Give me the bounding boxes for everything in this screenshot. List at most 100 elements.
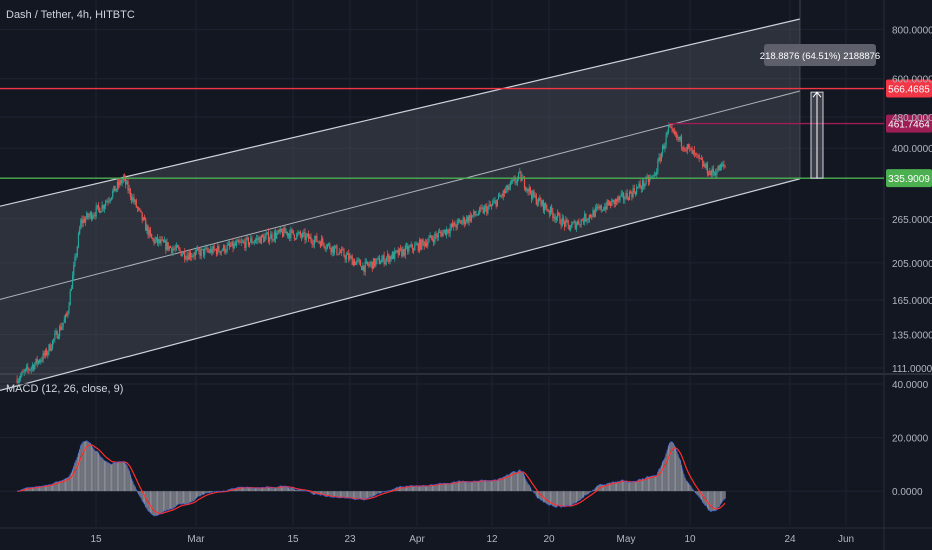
candle-body — [720, 164, 723, 167]
candle-body — [251, 238, 253, 244]
candle-body — [658, 157, 660, 161]
channel-lower-line — [0, 178, 801, 392]
candle-body — [366, 261, 369, 265]
candle-body — [447, 229, 449, 233]
candle-body — [358, 259, 360, 261]
candle-body — [486, 206, 488, 214]
candle-body — [324, 246, 326, 249]
candle-body — [121, 180, 123, 184]
candle-body — [451, 223, 454, 227]
price-tick-label: 480.0000 — [892, 113, 932, 124]
price-tick-label: 135.0000 — [892, 330, 932, 341]
candle-body — [179, 248, 181, 252]
candle-body — [667, 126, 670, 132]
candle-body — [435, 233, 437, 236]
candle-body — [188, 252, 190, 260]
candle-body — [640, 187, 642, 189]
candle-body — [617, 197, 619, 202]
candle-body — [472, 215, 474, 217]
candle-body — [510, 181, 513, 183]
candle-body — [161, 239, 163, 241]
candle-body — [536, 203, 539, 205]
candle-body — [206, 248, 208, 251]
candle-body — [527, 188, 529, 192]
candle-body — [22, 371, 24, 373]
candle-body — [70, 288, 72, 291]
candle-body — [698, 155, 700, 158]
candle-body — [398, 248, 401, 255]
candle-body — [538, 197, 540, 204]
candle-body — [238, 240, 240, 243]
candle-body — [252, 242, 254, 244]
candle-body — [282, 231, 284, 237]
candle-body — [638, 183, 640, 187]
candle-body — [549, 206, 552, 214]
candle-body — [395, 250, 397, 252]
candle-body — [328, 243, 330, 245]
candle-body — [651, 176, 653, 178]
candle-body — [273, 232, 275, 240]
candle-body — [656, 171, 658, 176]
candle-body — [270, 234, 272, 239]
candle-body — [424, 242, 426, 247]
candle-body — [613, 199, 615, 205]
candle-body — [318, 241, 320, 243]
candle-body — [129, 188, 131, 197]
candle-body — [303, 232, 305, 234]
candle-body — [401, 248, 403, 257]
candle-body — [47, 352, 49, 356]
candle-body — [503, 190, 506, 193]
candle-body — [615, 199, 618, 202]
candle-body — [476, 214, 478, 216]
candle-body — [145, 219, 147, 231]
candle-body — [240, 241, 242, 243]
candle-body — [107, 201, 109, 203]
candle-body — [355, 261, 357, 265]
candle-body — [558, 212, 560, 215]
candle-body — [405, 246, 408, 247]
candle-body — [587, 219, 589, 221]
candle-body — [323, 242, 325, 247]
candle-body — [639, 183, 641, 188]
candle-body — [243, 241, 245, 243]
candle-body — [628, 191, 631, 200]
candle-body — [581, 219, 583, 221]
candle-body — [464, 221, 467, 225]
candle-body — [643, 180, 645, 187]
candle-body — [597, 207, 599, 208]
candle-body — [473, 211, 475, 216]
candle-body — [61, 326, 63, 330]
candle-body — [574, 221, 576, 229]
candle-body — [237, 240, 239, 243]
candle-body — [178, 247, 180, 249]
candle-body — [198, 248, 200, 251]
candle-body — [689, 147, 691, 148]
candle-body — [53, 338, 55, 341]
candle-body — [592, 210, 594, 218]
candle-body — [397, 250, 399, 255]
candle-body — [79, 228, 81, 234]
candle-body — [344, 256, 346, 260]
candle-body — [42, 352, 44, 361]
candle-body — [665, 134, 667, 145]
candle-body — [436, 235, 438, 238]
candle-body — [302, 233, 304, 238]
candle-body — [173, 248, 175, 250]
candle-body — [671, 127, 673, 129]
candle-body — [313, 239, 316, 245]
macd-title: MACD (12, 26, close, 9) — [6, 383, 124, 395]
candle-body — [338, 252, 340, 255]
candle-body — [93, 215, 95, 217]
candle-body — [274, 232, 277, 239]
candle-body — [712, 168, 714, 173]
candle-body — [310, 236, 312, 241]
candle-body — [495, 200, 497, 207]
candle-body — [285, 231, 287, 233]
candle-body — [533, 190, 535, 197]
candle-body — [479, 207, 481, 214]
candle-body — [429, 235, 431, 238]
candle-body — [175, 245, 178, 249]
candle-body — [276, 233, 278, 239]
candle-body — [138, 208, 140, 209]
